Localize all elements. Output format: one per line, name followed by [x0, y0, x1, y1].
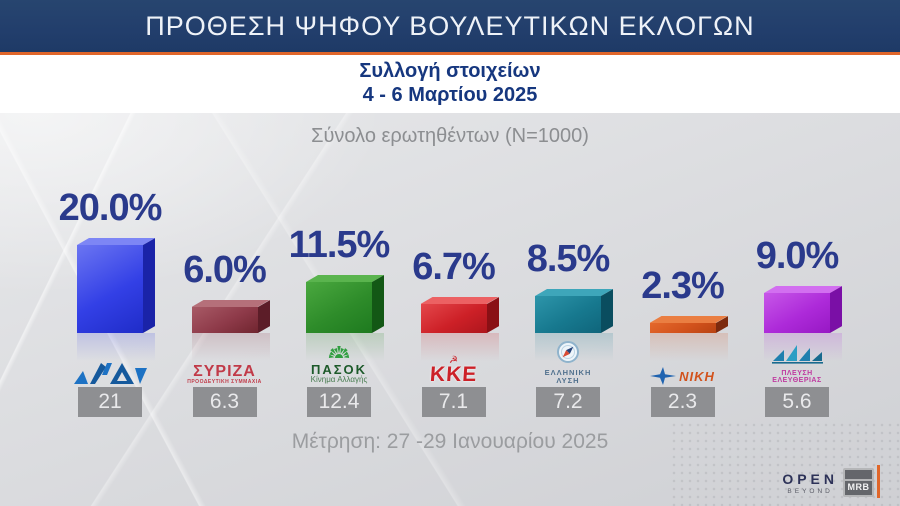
party-logo: ☭ ΚΚΕ: [398, 335, 510, 387]
page-title: ΠΡΟΘΕΣΗ ΨΗΦΟΥ ΒΟΥΛΕΥΤΙΚΩΝ ΕΚΛΟΓΩΝ: [145, 10, 755, 41]
bar-top-face: [77, 238, 155, 245]
bar-front-face: [535, 296, 601, 333]
previous-value-box: 21: [78, 387, 142, 417]
party-column-nd: 20.0% 21: [53, 113, 167, 506]
bar-side-face: [486, 297, 499, 333]
open-channel-logo: OPEN BEYOND: [782, 472, 838, 496]
bar-front-face: [764, 293, 830, 333]
party-logo: [54, 335, 166, 385]
compass-icon: [556, 340, 579, 363]
bar: [649, 316, 728, 333]
bar-front-face: [306, 282, 372, 333]
bar: [535, 289, 613, 333]
party-column-syriza: 6.0% ΣΥΡΙΖΑ ΠΡΟΟΔΕΥΤΙΚΗ ΣΥΜΜΑΧΙΑ 6.3: [168, 113, 282, 506]
star-icon: [650, 367, 677, 385]
party-column-pasok: 11.5%: [282, 113, 396, 506]
pasok-logo: ΠΑΣΟΚ Κίνημα Αλλαγής: [310, 345, 368, 385]
bar-reflection: [649, 333, 728, 369]
percent-label: 8.5%: [526, 238, 611, 280]
sample-note: Σύνολο ερωτηθέντων (N=1000): [311, 125, 589, 147]
party-logo: ΝΙΚΗ: [627, 335, 739, 385]
bar-top-face: [191, 300, 270, 307]
party-logo-text: ΕΛΛΗΝΙΚΗ: [544, 367, 592, 377]
subheader: Συλλογή στοιχείων 4 - 6 Μαρτίου 2025: [0, 55, 900, 113]
bar-reflection: [191, 333, 270, 369]
bar-top-face: [535, 289, 613, 296]
party-logo-text: ΚΚΕ: [429, 363, 478, 386]
party-logo-subtext: ΠΡΟΟΔΕΥΤΙΚΗ ΣΥΜΜΑΧΙΑ: [187, 378, 262, 385]
mrb-logo-text: MRB: [845, 481, 872, 495]
bar-reflection: [420, 333, 499, 369]
party-logo-subtext: ΛΥΣΗ: [556, 375, 580, 385]
bar: [77, 238, 155, 333]
previous-value-box: 2.3: [650, 387, 715, 417]
bar-top-face: [764, 286, 842, 293]
bar-side-face: [257, 300, 270, 333]
open-logo-text: OPEN: [782, 470, 838, 487]
percent-label: 20.0%: [58, 187, 163, 229]
party-column-plefsi: 9.0% ΠΛΕΥΣΗ ΕΛΕΥΘΕΡΙΑΣ 5.6: [740, 113, 854, 506]
bar-side-face: [601, 289, 613, 333]
bar-reflection: [77, 333, 155, 369]
percent-label: 6.0%: [183, 249, 267, 291]
bar-side-face: [830, 286, 842, 333]
bar-front-face: [191, 307, 258, 333]
hammer-sickle-icon: ☭: [449, 355, 458, 366]
niki-logo: ΝΙΚΗ: [650, 367, 715, 385]
percent-label: 9.0%: [755, 235, 840, 277]
mrb-logo-bar: [845, 470, 872, 479]
elliniki-lysi-logo: ΕΛΛΗΝΙΚΗ ΛΥΣΗ: [545, 340, 592, 386]
percent-label: 11.5%: [288, 224, 391, 266]
subtitle-line-1: Συλλογή στοιχείων: [359, 60, 541, 83]
bar-side-face: [372, 275, 384, 333]
party-column-kke: 6.7% ☭ ΚΚΕ 7.1: [397, 113, 511, 506]
party-logo: ΣΥΡΙΖΑ ΠΡΟΟΔΕΥΤΙΚΗ ΣΥΜΜΑΧΙΑ: [169, 335, 281, 385]
bar-top-face: [420, 297, 499, 304]
subtitle-line-2: 4 - 6 Μαρτίου 2025: [362, 84, 538, 106]
party-logo-text: ΣΥΡΙΖΑ: [193, 362, 256, 380]
bar-side-face: [143, 238, 155, 333]
percent-label: 6.7%: [412, 246, 496, 288]
previous-value-box: 5.6: [765, 387, 829, 417]
nd-logo: [74, 363, 147, 384]
party-logo-text: ΠΛΕΥΣΗ: [781, 369, 813, 377]
party-logo: ΠΛΕΥΣΗ ΕΛΕΥΘΕΡΙΑΣ: [741, 335, 853, 385]
previous-value-box: 7.1: [421, 387, 486, 417]
bar-front-face: [649, 323, 716, 333]
header-bar: ΠΡΟΘΕΣΗ ΨΗΦΟΥ ΒΟΥΛΕΥΤΙΚΩΝ ΕΚΛΟΓΩΝ: [0, 0, 900, 52]
kke-logo: ☭ ΚΚΕ: [429, 355, 478, 387]
bar-front-face: [420, 304, 487, 333]
party-logo-text: ΠΑΣΟΚ: [310, 362, 368, 378]
syriza-logo: ΣΥΡΙΖΑ ΠΡΟΟΔΕΥΤΙΚΗ ΣΥΜΜΑΧΙΑ: [187, 362, 262, 386]
bar-top-face: [306, 275, 384, 282]
previous-value-box: 6.3: [192, 387, 257, 417]
sunburst-icon: [328, 346, 350, 363]
party-column-niki: 2.3% ΝΙΚΗ 2.3: [626, 113, 740, 506]
bar-top-face: [649, 316, 728, 323]
footer-accent-line: [877, 465, 880, 498]
party-logo-text: ΝΙΚΗ: [679, 368, 715, 384]
open-logo-subtext: BEYOND: [787, 487, 833, 495]
accent-divider: [0, 52, 900, 55]
bar: [764, 286, 842, 333]
party-column-elliniki-lysi: 8.5% ΕΛΛΗΝΙΚΗ ΛΥΣΗ 7.2: [511, 113, 625, 506]
party-logo: ΠΑΣΟΚ Κίνημα Αλλαγής: [283, 335, 395, 385]
sailboat-icon: [772, 344, 823, 364]
party-logo-subtext: Κίνημα Αλλαγής: [310, 375, 368, 385]
chart-area: Σύνολο ερωτηθέντων (N=1000) 20.0% 21 6.0…: [0, 113, 900, 506]
bar: [420, 297, 499, 333]
previous-value-box: 12.4: [307, 387, 371, 417]
previous-value-box: 7.2: [536, 387, 600, 417]
bar: [191, 300, 270, 333]
mrb-pollster-logo: MRB: [843, 468, 874, 497]
plefsi-logo: ΠΛΕΥΣΗ ΕΛΕΥΘΕΡΙΑΣ: [769, 343, 825, 385]
party-logo-subtext: ΕΛΕΥΘΕΡΙΑΣ: [772, 377, 822, 385]
party-logo: ΕΛΛΗΝΙΚΗ ΛΥΣΗ: [512, 335, 624, 385]
percent-label: 2.3%: [641, 265, 725, 307]
bar-front-face: [77, 245, 143, 333]
measurement-note: Μέτρηση: 27 -29 Ιανουαρίου 2025: [291, 430, 609, 453]
bar: [306, 275, 384, 333]
